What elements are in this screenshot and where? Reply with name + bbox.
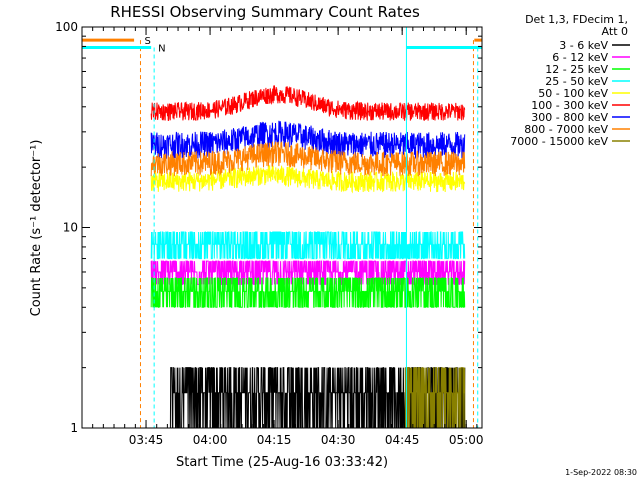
y-tick-label-10: 10	[63, 221, 78, 235]
axes: 1 10 100 03:45 04:00 04:15 04:30 04:45 05:00	[55, 20, 483, 447]
legend-label-1: 6 - 12 keV	[552, 51, 608, 64]
y-tick-label-100: 100	[55, 20, 78, 34]
legend-label-5: 100 - 300 keV	[531, 99, 608, 112]
series-12-25-kev-line	[150, 277, 466, 308]
legend-label-2: 12 - 25 keV	[545, 63, 608, 76]
footer-timestamp: 1-Sep-2022 08:30	[565, 468, 637, 477]
x-axis-label: Start Time (25-Aug-16 03:33:42)	[176, 455, 388, 470]
legend-label-3: 25 - 50 keV	[545, 75, 608, 88]
legend-label-7: 800 - 7000 keV	[524, 123, 608, 136]
legend-label-0: 3 - 6 keV	[559, 39, 608, 52]
legend-label-6: 300 - 800 keV	[531, 111, 608, 124]
series-25-50-kev-line	[150, 231, 466, 260]
legend-label-8: 7000 - 15000 keV	[510, 135, 608, 148]
series-6-12-kev-line	[150, 260, 466, 285]
legend-header-1: Att 0	[602, 25, 628, 38]
y-axis-label: Count Rate (s⁻¹ detector⁻¹)	[29, 140, 44, 317]
x-tick-label-03:45: 03:45	[129, 433, 164, 447]
x-tick-label-04:45: 04:45	[385, 433, 420, 447]
x-tick-label-04:00: 04:00	[193, 433, 228, 447]
plot-area	[82, 27, 482, 428]
series-7000-15000-kev-line	[404, 367, 466, 428]
series-100-300-kev-line	[150, 85, 466, 122]
series-300-800-kev-line	[150, 120, 466, 159]
series-50-100-kev-line	[150, 165, 466, 194]
flag-n-label: N	[158, 44, 165, 55]
chart-title: RHESSI Observing Summary Count Rates	[110, 3, 420, 21]
legend-header-0: Det 1,3, FDecim 1,	[525, 13, 628, 26]
y-tick-label-1: 1	[70, 421, 78, 435]
x-tick-label-05:00: 05:00	[449, 433, 484, 447]
series-800-7000-kev-line	[150, 141, 466, 177]
x-tick-label-04:15: 04:15	[257, 433, 292, 447]
x-tick-label-04:30: 04:30	[321, 433, 356, 447]
flag-s-label: S	[144, 36, 150, 47]
legend-label-4: 50 - 100 keV	[538, 87, 608, 100]
